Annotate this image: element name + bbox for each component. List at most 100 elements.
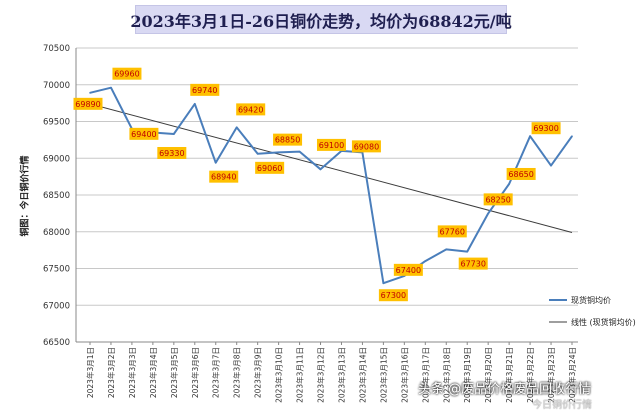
data-label: 69400 xyxy=(129,127,159,140)
data-point xyxy=(508,183,510,185)
data-label-text: 69080 xyxy=(354,142,379,151)
data-label: 68650 xyxy=(506,167,536,180)
data-labels: 69890 69960 69400 69330 69740 68940 69420 69060… xyxy=(73,67,561,302)
data-label: 67760 xyxy=(437,225,467,238)
data-label-box xyxy=(255,161,285,174)
data-point xyxy=(445,248,448,251)
data-point xyxy=(256,153,259,155)
data-label: 69100 xyxy=(316,138,346,151)
data-label-text: 68850 xyxy=(275,136,300,145)
data-label-text: 69420 xyxy=(238,105,263,114)
data-label-box xyxy=(190,83,220,96)
data-label-text: 67300 xyxy=(381,291,406,300)
y-tick-label: 70000 xyxy=(43,81,70,91)
data-label-text: 69400 xyxy=(131,130,156,139)
x-tick-label: 2023年3月9日 xyxy=(253,347,263,398)
x-tick-label: 2023年3月22日 xyxy=(525,347,535,403)
data-label: 67730 xyxy=(458,257,488,270)
data-label-text: 69330 xyxy=(159,149,184,158)
y-tick-labels: 66500 67000 67500 68000 68500 69000 69500 70000… xyxy=(43,44,70,348)
y-tick-label: 67000 xyxy=(43,301,70,311)
legend-label: 线性 (现货铜均价) xyxy=(571,317,636,327)
x-tick-label: 2023年3月12日 xyxy=(316,347,326,403)
watermark-secondary: 今日铜价行情 xyxy=(532,400,592,411)
watermark-text: 头条 @废品价格废品回收行情 xyxy=(418,382,592,397)
y-tick-label: 68500 xyxy=(43,191,70,201)
y-tick-label: 69500 xyxy=(43,118,70,128)
x-tick-label: 2023年3月23日 xyxy=(546,347,556,403)
data-point xyxy=(89,92,91,94)
y-tick-label: 69000 xyxy=(43,154,70,164)
data-label-text: 67730 xyxy=(460,260,485,269)
data-label: 69960 xyxy=(112,67,142,80)
data-label: 67400 xyxy=(393,263,423,276)
trend-layer xyxy=(89,103,573,233)
data-label-text: 67760 xyxy=(440,227,465,236)
data-label-box xyxy=(483,193,513,206)
x-tick-label: 2023年3月24日 xyxy=(567,347,577,403)
data-label: 69740 xyxy=(190,83,220,96)
data-label: 68250 xyxy=(483,193,513,206)
data-label: 67300 xyxy=(378,289,408,302)
data-label: 68940 xyxy=(209,170,239,183)
x-tick-label: 2023年3月17日 xyxy=(420,347,430,403)
data-point xyxy=(110,86,112,89)
data-label-box xyxy=(157,146,187,159)
data-label-box xyxy=(73,97,103,110)
data-point xyxy=(319,168,322,171)
data-label-box xyxy=(458,257,488,270)
data-label-box xyxy=(236,103,266,116)
data-label-box xyxy=(351,140,381,153)
x-tick-label: 2023年3月19日 xyxy=(462,347,472,403)
data-label-box xyxy=(531,122,561,135)
x-tick-label: 2023年3月14日 xyxy=(357,347,367,403)
data-label-box xyxy=(316,138,346,151)
data-point xyxy=(277,151,280,154)
data-label-text: 69100 xyxy=(319,141,344,150)
data-label-text: 68250 xyxy=(485,195,510,204)
trend-line xyxy=(89,103,573,233)
x-tick-label: 2023年3月10日 xyxy=(274,347,284,403)
data-label-box xyxy=(273,133,303,146)
data-label-text: 68650 xyxy=(508,170,533,179)
data-label-text: 68940 xyxy=(211,173,236,182)
data-label-box xyxy=(437,225,467,238)
data-point xyxy=(487,212,489,215)
data-label: 69060 xyxy=(255,161,285,174)
data-point xyxy=(550,164,552,167)
y-tick-label: 66500 xyxy=(43,338,70,348)
x-tick-label: 2023年3月8日 xyxy=(232,347,242,398)
data-label-box xyxy=(378,289,408,302)
data-label-text: 69890 xyxy=(75,100,100,109)
y-tick-label: 68000 xyxy=(43,228,70,238)
data-label-text: 69300 xyxy=(533,124,558,133)
x-tick-label: 2023年3月1日 xyxy=(85,347,95,398)
data-point xyxy=(382,282,385,285)
x-tick-label: 2023年3月18日 xyxy=(441,347,451,403)
data-point xyxy=(529,135,531,137)
data-label-text: 69960 xyxy=(114,70,139,79)
data-point xyxy=(235,126,238,129)
legend-label: 现货铜均价 xyxy=(571,295,611,305)
x-tick-label: 2023年3月21日 xyxy=(504,347,514,403)
x-tick-label: 2023年3月16日 xyxy=(399,347,409,403)
data-point xyxy=(173,133,175,135)
x-tick-label: 2023年3月3日 xyxy=(127,347,137,398)
series-layer xyxy=(89,86,573,285)
data-label-box xyxy=(506,167,536,180)
x-tick-labels: 2023年3月1日 2023年3月2日 2023年3月3日 2023年3月4日 2023… xyxy=(85,342,577,403)
series-line-spot-copy-price xyxy=(89,86,573,285)
x-tick-label: 2023年3月4日 xyxy=(148,347,158,398)
data-label-box xyxy=(129,127,159,140)
data-point xyxy=(424,260,427,262)
data-point xyxy=(571,135,573,137)
data-point xyxy=(298,150,301,153)
legend-item: 现货铜均价 xyxy=(549,295,611,305)
x-tick-label: 2023年3月2日 xyxy=(106,347,116,398)
data-label-box xyxy=(209,170,239,183)
data-point xyxy=(466,250,469,253)
data-label-box xyxy=(393,263,423,276)
data-label: 69080 xyxy=(351,140,381,153)
